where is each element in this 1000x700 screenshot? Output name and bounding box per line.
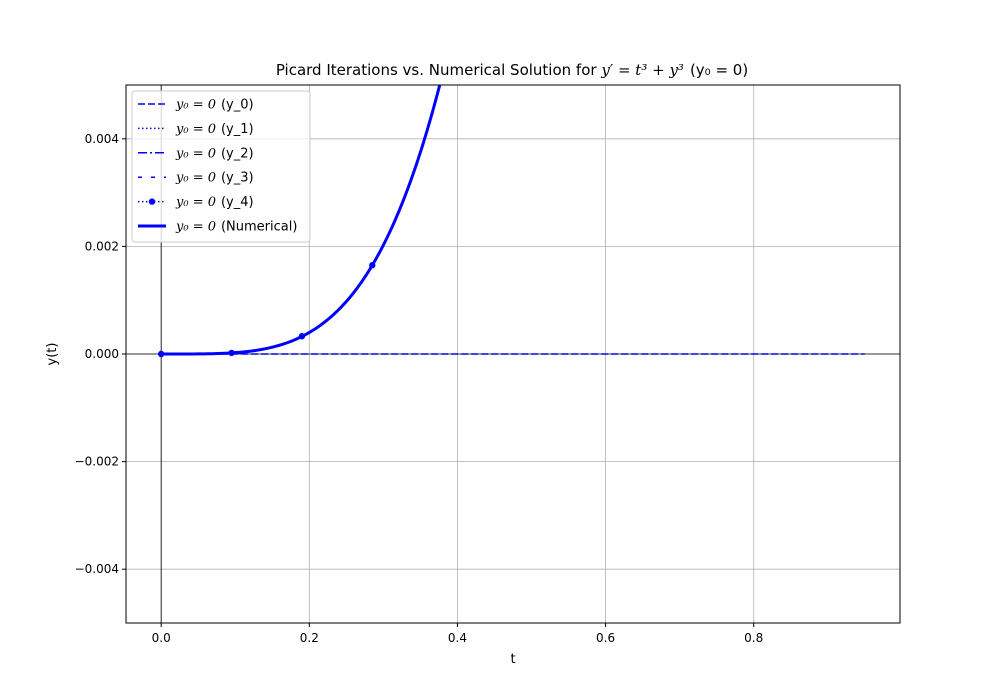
x-tick-label-1: 0.2 — [300, 631, 319, 645]
x-tick-label-2: 0.4 — [448, 631, 467, 645]
legend-label-0: y₀ = 0 (y_0) — [175, 98, 254, 113]
legend-label-suffix-5: (Numerical) — [221, 220, 297, 235]
legend-label-prefix-1: y₀ = 0 — [175, 122, 216, 137]
legend-label-suffix-1: (y_1) — [221, 122, 254, 137]
legend-label-prefix-5: y₀ = 0 — [175, 220, 216, 235]
y-tick-label-0: −0.004 — [75, 562, 119, 576]
legend-label-suffix-2: (y_2) — [221, 146, 254, 161]
legend-marker-4 — [148, 198, 156, 205]
y-tick-label-1: −0.002 — [75, 455, 119, 469]
x-tick-label-4: 0.8 — [744, 631, 763, 645]
legend-label-suffix-4: (y_4) — [221, 195, 254, 210]
x-axis-label: t — [510, 652, 515, 667]
x-tick-label-3: 0.6 — [596, 631, 615, 645]
y-tick-label-2: 0.000 — [85, 347, 119, 361]
legend: y₀ = 0 (y_0) y₀ = 0 (y_1) y₀ = 0 (y_2) y₀ = 0 (… — [131, 90, 311, 243]
legend-label-2: y₀ = 0 (y_2) — [175, 146, 254, 161]
legend-label-prefix-0: y₀ = 0 — [175, 98, 216, 113]
y-axis-label: y(t) — [45, 343, 60, 366]
chart-title: Picard Iterations vs. Numerical Solution… — [276, 61, 748, 79]
chart-title-prefix: Picard Iterations vs. Numerical Solution… — [276, 61, 602, 79]
legend-items: y₀ = 0 (y_0) y₀ = 0 (y_1) y₀ = 0 (y_2) y₀ = 0 (… — [138, 98, 297, 235]
legend-label-suffix-0: (y_0) — [221, 98, 254, 113]
legend-label-prefix-4: y₀ = 0 — [175, 195, 216, 210]
legend-label-prefix-2: y₀ = 0 — [175, 146, 216, 161]
y-tick-label-4: 0.004 — [85, 132, 119, 146]
series-layer — [157, 85, 865, 358]
legend-label-1: y₀ = 0 (y_1) — [175, 122, 254, 137]
chart-title-condition: (y₀ = 0) — [690, 61, 748, 79]
y-ticks: −0.004 −0.002 0.000 0.002 0.004 — [75, 132, 126, 576]
x-ticks: 0.0 0.2 0.4 0.6 0.8 — [152, 623, 763, 645]
chart-title-equation: y′ = t³ + y³ — [600, 61, 684, 79]
legend-label-5: y₀ = 0 (Numerical) — [175, 220, 297, 235]
legend-label-4: y₀ = 0 (y_4) — [175, 195, 254, 210]
y-tick-label-3: 0.002 — [85, 239, 119, 253]
series-line-numerical — [161, 85, 442, 356]
legend-label-3: y₀ = 0 (y_3) — [175, 171, 254, 186]
legend-label-suffix-3: (y_3) — [221, 171, 254, 186]
x-tick-label-0: 0.0 — [152, 631, 171, 645]
legend-label-prefix-3: y₀ = 0 — [175, 171, 216, 186]
legend-box — [131, 90, 311, 243]
